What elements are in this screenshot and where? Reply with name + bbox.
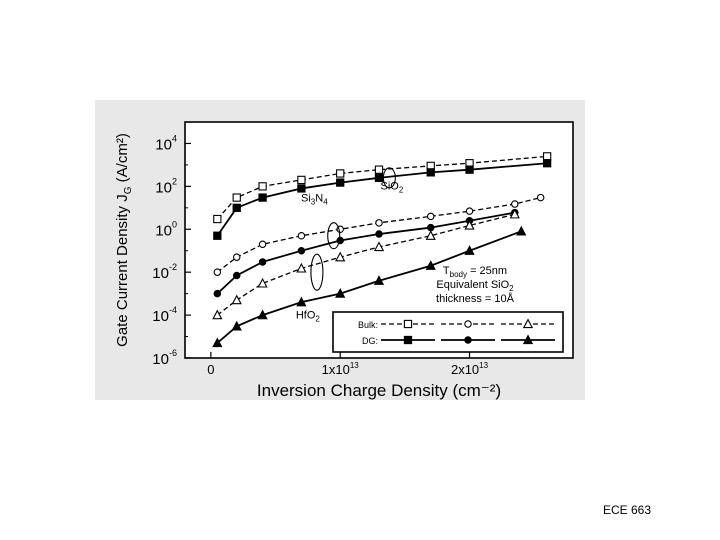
data-point-hfo2-dg — [296, 296, 307, 307]
data-point-si3n4-dg — [232, 271, 241, 280]
y-tick-label: 100 — [155, 219, 177, 239]
data-point-si3n4-bulk — [536, 193, 545, 202]
data-point-sio2-dg — [426, 168, 435, 177]
group-label-si3n4: Si3N4 — [301, 192, 328, 206]
data-point-si3n4-dg — [297, 246, 306, 255]
info-line: Equivalent SiO2 — [436, 279, 514, 293]
x-tick-label: 0 — [207, 362, 214, 377]
chart-svg: 104 102 100 10-2 10-4 10-6 0 1x1013 2x1013 Invers… — [95, 100, 585, 400]
y-tick-label: 104 — [155, 133, 177, 153]
legend-marker-circle-filled — [464, 336, 472, 344]
data-point-hfo2-bulk — [212, 309, 223, 320]
legend-label: DG: — [362, 336, 378, 346]
slide-footer: ECE 663 — [603, 503, 652, 517]
y-tick-label: 102 — [155, 176, 177, 196]
group-label-sio2: SiO2 — [381, 181, 404, 195]
data-point-si3n4-dg — [336, 236, 344, 245]
data-point-si3n4-dg — [213, 289, 222, 298]
legend-marker-triangle-open — [522, 318, 534, 329]
y-tick-label: 10-2 — [152, 262, 177, 282]
info-line: thickness = 10Å — [436, 292, 515, 305]
data-point-hfo2-dg — [373, 275, 385, 285]
data-point-sio2-bulk — [232, 193, 241, 202]
data-point-sio2-dg — [336, 178, 345, 187]
data-point-sio2-bulk — [542, 152, 552, 161]
series-line-si3n4-bulk — [216, 196, 541, 273]
data-point-hfo2-dg — [231, 320, 242, 331]
data-point-hfo2-bulk — [509, 208, 520, 219]
x-tick-label: 1x1013 — [322, 361, 360, 377]
data-point-sio2-dg — [258, 193, 267, 202]
data-point-si3n4-bulk — [375, 219, 383, 227]
x-axis-label: Inversion Charge Density (cm⁻²) — [257, 381, 501, 400]
data-point-sio2-dg — [297, 184, 306, 193]
data-point-sio2-bulk — [213, 214, 222, 224]
x-tick-label: 2x1013 — [451, 361, 489, 377]
data-point-si3n4-bulk — [426, 212, 435, 221]
group-ellipse-hfo2 — [310, 253, 324, 291]
data-point-sio2-bulk — [374, 165, 384, 174]
legend-label: Bulk: — [358, 320, 378, 330]
data-point-si3n4-bulk — [213, 268, 222, 276]
data-point-sio2-dg — [374, 173, 384, 182]
y-tick-label: 10-6 — [152, 348, 177, 368]
data-point-sio2-bulk — [336, 169, 345, 178]
group-ellipse-sio2 — [382, 167, 396, 189]
data-point-si3n4-bulk — [465, 207, 474, 215]
data-point-hfo2-bulk — [335, 251, 346, 262]
data-point-hfo2-dg — [464, 245, 475, 255]
group-label-hfo2: HfO2 — [296, 309, 321, 323]
data-point-hfo2-bulk — [257, 277, 268, 288]
gate-current-chart: 104 102 100 10-2 10-4 10-6 0 1x1013 2x1013 Invers… — [95, 100, 585, 400]
data-point-sio2-bulk — [297, 175, 306, 185]
data-point-hfo2-dg — [257, 309, 268, 320]
series-line-sio2-bulk — [216, 155, 548, 220]
data-point-hfo2-bulk — [464, 219, 475, 230]
data-point-hfo2-dg — [212, 337, 223, 348]
y-axis-label: Gate Current Density JG (A/cm²) — [114, 133, 134, 347]
legend-marker-triangle-filled — [522, 334, 534, 345]
data-point-hfo2-bulk — [296, 262, 307, 273]
data-point-si3n4-dg — [426, 223, 435, 232]
legend-box — [332, 311, 564, 353]
y-tick-label: 10-4 — [152, 305, 177, 325]
data-point-hfo2-bulk — [373, 241, 385, 252]
group-ellipse-si3n4 — [327, 222, 341, 250]
data-point-si3n4-dg — [375, 230, 383, 238]
legend-marker-square-open — [403, 319, 413, 329]
data-point-sio2-dg — [213, 231, 222, 240]
data-point-si3n4-bulk — [297, 231, 306, 240]
data-point-si3n4-bulk — [511, 200, 519, 208]
data-point-hfo2-bulk — [425, 230, 436, 240]
data-point-sio2-dg — [232, 203, 241, 212]
data-point-sio2-dg — [465, 165, 474, 174]
data-point-si3n4-bulk — [258, 240, 267, 249]
info-line: Tbody = 25nm — [443, 265, 507, 279]
data-point-si3n4-dg — [258, 258, 267, 266]
data-point-hfo2-dg — [425, 260, 436, 270]
legend-marker-square-filled — [403, 335, 413, 345]
legend-marker-circle-open — [464, 320, 472, 328]
data-point-hfo2-dg — [516, 225, 527, 236]
data-point-hfo2-dg — [335, 288, 346, 298]
data-point-sio2-bulk — [258, 182, 267, 191]
data-point-sio2-dg — [542, 159, 552, 168]
data-point-hfo2-bulk — [231, 294, 242, 305]
data-point-si3n4-bulk — [232, 253, 241, 261]
